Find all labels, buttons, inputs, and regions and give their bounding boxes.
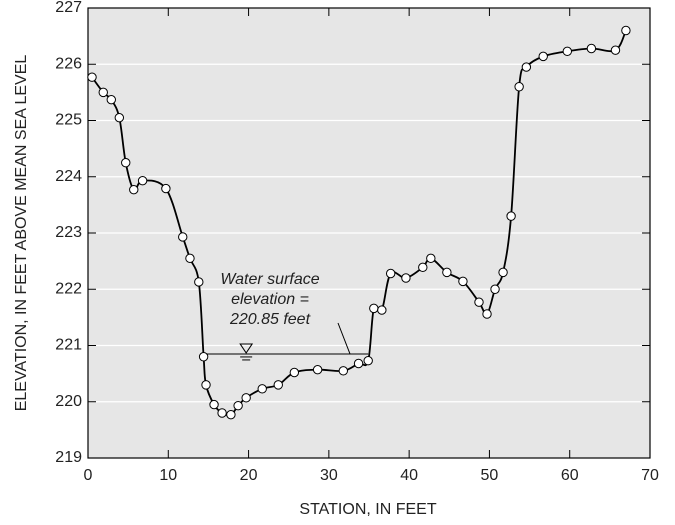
point: [385, 268, 396, 279]
y-axis-label: ELEVATION, IN FEET ABOVE MEAN SEA LEVEL: [13, 55, 30, 412]
point: [185, 253, 195, 264]
y-tick-label: 220: [55, 393, 82, 410]
point: [506, 211, 516, 221]
point: [521, 62, 532, 72]
y-tick-label: 226: [55, 55, 82, 72]
point: [369, 303, 379, 314]
point: [353, 358, 364, 369]
annotation: elevation =: [231, 291, 309, 308]
point: [538, 51, 548, 62]
point: [426, 253, 436, 264]
point: [312, 364, 323, 375]
point: [401, 273, 411, 283]
x-tick-label: 50: [481, 467, 499, 484]
point: [198, 352, 209, 362]
point: [201, 380, 211, 390]
point: [161, 183, 171, 194]
y-tick-label: 222: [55, 280, 82, 297]
point: [257, 384, 267, 394]
point: [621, 25, 631, 36]
point: [363, 355, 373, 366]
point: [226, 409, 236, 420]
leader: [337, 322, 351, 355]
point: [87, 72, 97, 82]
point: [129, 184, 139, 195]
point: [209, 399, 219, 410]
point: [474, 297, 484, 307]
point: [178, 232, 188, 242]
x-tick-label: 0: [84, 467, 93, 484]
x-tick-label: 40: [400, 467, 418, 484]
plot-frame: [87, 7, 651, 459]
x-tick-label: 10: [159, 467, 177, 484]
point: [458, 276, 468, 287]
point: [194, 277, 204, 287]
point: [273, 380, 283, 390]
point: [498, 267, 508, 278]
point: [114, 112, 125, 123]
annotation: 220.85 feet: [229, 311, 311, 328]
y-tick-label: 224: [55, 168, 82, 185]
point: [610, 45, 621, 55]
x-tick-label: 70: [641, 467, 659, 484]
point: [562, 46, 573, 57]
point: [106, 94, 116, 105]
point: [233, 400, 243, 411]
x-tick-label: 60: [561, 467, 579, 484]
point: [490, 284, 500, 294]
point: [289, 367, 300, 378]
point: [98, 87, 108, 98]
y-tick-label: 227: [55, 0, 82, 16]
x-axis-label: STATION, IN FEET: [299, 501, 436, 518]
point: [241, 393, 251, 403]
point: [121, 157, 131, 168]
y-tick-label: 219: [55, 449, 82, 466]
point: [586, 43, 597, 54]
y-tick-label: 225: [55, 112, 82, 129]
point: [442, 267, 452, 278]
y-tick-label: 223: [55, 224, 82, 241]
y-tick-label: 221: [55, 337, 82, 354]
point: [418, 262, 428, 273]
point: [137, 175, 148, 186]
x-tick-label: 20: [240, 467, 258, 484]
annotation: Water surface: [220, 271, 319, 288]
x-tick-label: 30: [320, 467, 338, 484]
point: [217, 408, 227, 418]
point: [514, 82, 524, 92]
water-symbol: [239, 343, 254, 354]
point: [482, 309, 492, 319]
point: [377, 305, 387, 315]
point: [338, 366, 349, 376]
